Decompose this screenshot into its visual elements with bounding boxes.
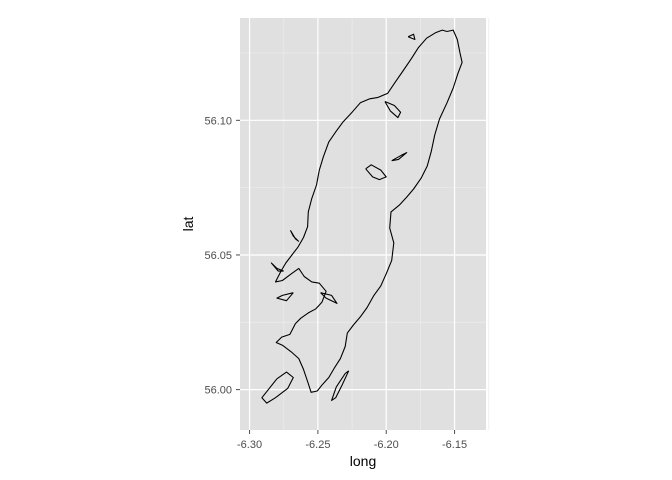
y-axis-ticks: 56.00 56.05 56.10	[204, 115, 240, 397]
x-tick-label: -6.20	[374, 439, 399, 451]
islet-outline	[331, 370, 350, 401]
coastline-group	[261, 29, 463, 404]
x-axis-ticks: -6.30 -6.25 -6.20 -6.15	[237, 430, 467, 451]
islet-outline	[407, 33, 416, 41]
islet-outline	[270, 262, 284, 272]
x-tick-label: -6.25	[305, 439, 330, 451]
x-axis-title: long	[350, 453, 376, 469]
panel-background	[240, 18, 486, 430]
islet-outline	[290, 230, 300, 242]
major-grid	[240, 18, 486, 430]
islet-outline	[391, 152, 408, 162]
islet-outline	[276, 292, 294, 302]
x-tick-label: -6.15	[442, 439, 467, 451]
islet-outline	[365, 164, 387, 181]
y-tick-label: 56.05	[204, 250, 232, 262]
y-tick-label: 56.10	[204, 115, 232, 127]
minor-grid	[240, 18, 490, 430]
island-outline	[274, 29, 463, 393]
islet-outline	[261, 371, 294, 404]
x-tick-label: -6.30	[237, 439, 262, 451]
y-axis-title: lat	[180, 217, 196, 232]
islet-outline	[384, 100, 402, 119]
y-tick-label: 56.00	[204, 385, 232, 397]
islet-outline	[320, 292, 338, 304]
